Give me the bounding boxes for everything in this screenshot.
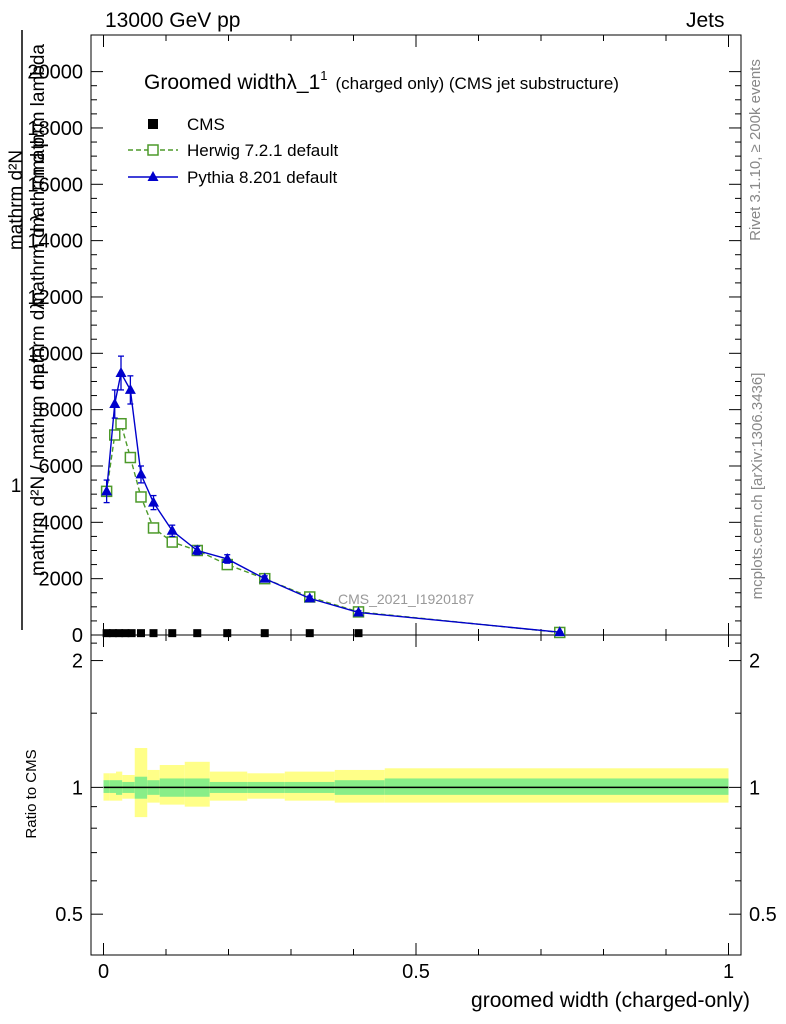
x-axis-label: groomed width (charged-only) xyxy=(471,989,750,1012)
cms-point xyxy=(305,629,314,638)
pythia-point xyxy=(304,592,316,603)
y-tick-label: 16000 xyxy=(27,174,83,196)
mcplots-side-label: mcplots.cern.ch [arXiv:1306.3436] xyxy=(749,373,766,600)
y-tick-label: 20000 xyxy=(27,62,83,84)
pythia-point xyxy=(135,468,147,479)
herwig-point xyxy=(124,451,137,464)
y-tick-label: 14000 xyxy=(27,231,83,253)
cms-point xyxy=(193,629,202,638)
ratio-y-tick-label: 0.5 xyxy=(55,904,83,926)
herwig-point xyxy=(109,429,121,441)
ratio-y-tick-label: 2 xyxy=(72,651,83,673)
ylabel-dlambda-short: mathrm dλ xyxy=(28,300,49,390)
x-tick-label: 0 xyxy=(98,961,109,983)
ratio-uncertainty-bands xyxy=(103,748,729,818)
ratio-y-tick-label-right: 1 xyxy=(749,777,760,799)
cms-point xyxy=(127,629,136,638)
pythia-point xyxy=(124,383,136,394)
watermark-label: CMS_2021_I1920187 xyxy=(338,591,474,607)
herwig-point xyxy=(166,536,178,548)
legend-herwig-marker xyxy=(147,144,159,156)
axis-ticks xyxy=(91,35,741,955)
pythia-point xyxy=(221,552,233,563)
y-tick-label: 18000 xyxy=(27,118,83,140)
pythia-point xyxy=(148,496,159,507)
ratio-y-tick-label: 1 xyxy=(72,777,83,799)
legend-label: CMS xyxy=(187,115,225,134)
ratio-y-tick-label-right: 0.5 xyxy=(749,904,777,926)
cms-point xyxy=(102,629,111,638)
ratio-y-axis-label: Ratio to CMS xyxy=(23,749,40,838)
pythia-point xyxy=(554,626,566,637)
y-tick-label: 6000 xyxy=(39,456,84,478)
ylabel-numerator-one: 1 xyxy=(11,476,22,497)
y-tick-label: 8000 xyxy=(39,400,84,422)
legend-label: Pythia 8.201 default xyxy=(187,168,338,187)
y-tick-label: 0 xyxy=(72,625,83,647)
cms-point xyxy=(223,629,232,638)
cms-point xyxy=(121,629,130,638)
y-axis-label: 1 mathrm d²N / mathrm d p mathrm d²N mat… xyxy=(6,30,49,630)
cms-point xyxy=(260,629,269,638)
cms-point xyxy=(115,629,124,638)
legend-pythia-marker xyxy=(147,171,159,181)
pythia-point xyxy=(166,524,178,535)
cms-point xyxy=(168,629,177,638)
ratio-band-green xyxy=(109,780,116,793)
pythia-point xyxy=(259,572,271,583)
axis-tick-labels: 0 2000 4000 6000 8000 10000 12000 14000 16000 180… xyxy=(27,62,776,983)
legend: CMS Herwig 7.2.1 default Pythia 8.201 defa… xyxy=(128,115,338,187)
cms-point xyxy=(354,629,363,638)
y-tick-label: 2000 xyxy=(39,569,84,591)
legend-label: Herwig 7.2.1 default xyxy=(187,141,338,160)
herwig-point xyxy=(135,491,147,503)
cms-point xyxy=(137,629,145,638)
y-tick-label: 10000 xyxy=(27,343,83,365)
ylabel-denominator: mathrm d²N / mathrm d p xyxy=(28,364,49,576)
pythia-line xyxy=(105,371,560,633)
x-tick-label: 1 xyxy=(723,961,734,983)
pythia-point xyxy=(101,485,113,496)
plot-title: Groomed widthλ_11 (charged only) (CMS jet… xyxy=(144,68,619,94)
y-tick-label: 4000 xyxy=(39,512,84,534)
cms-point xyxy=(149,629,158,638)
ylabel-dp: mathrm d p xyxy=(28,137,49,233)
pythia-point xyxy=(115,367,127,378)
data-series xyxy=(100,355,566,639)
x-tick-label: 0.5 xyxy=(402,961,430,983)
ratio-y-tick-label-right: 2 xyxy=(749,651,760,673)
herwig-line xyxy=(105,421,560,634)
ratio-band-green xyxy=(103,780,110,793)
ylabel-lambda: mathrm lambda xyxy=(28,44,49,176)
herwig-point xyxy=(147,522,160,534)
ylabel-numerator-d2n: mathrm d²N xyxy=(6,150,27,250)
ylabel-dlambda: mathrm d λ xyxy=(28,212,49,308)
herwig-point xyxy=(115,417,127,430)
pythia-point xyxy=(109,398,121,409)
pythia-point xyxy=(353,606,364,617)
pythia-point xyxy=(191,544,203,555)
header-right: Jets xyxy=(686,9,725,32)
cms-point xyxy=(108,629,117,638)
y-tick-label: 12000 xyxy=(27,287,83,309)
header-left: 13000 GeV pp xyxy=(105,9,241,32)
rivet-side-label: Rivet 3.1.10, ≥ 200k events xyxy=(747,59,764,241)
legend-cms-marker xyxy=(148,119,158,129)
